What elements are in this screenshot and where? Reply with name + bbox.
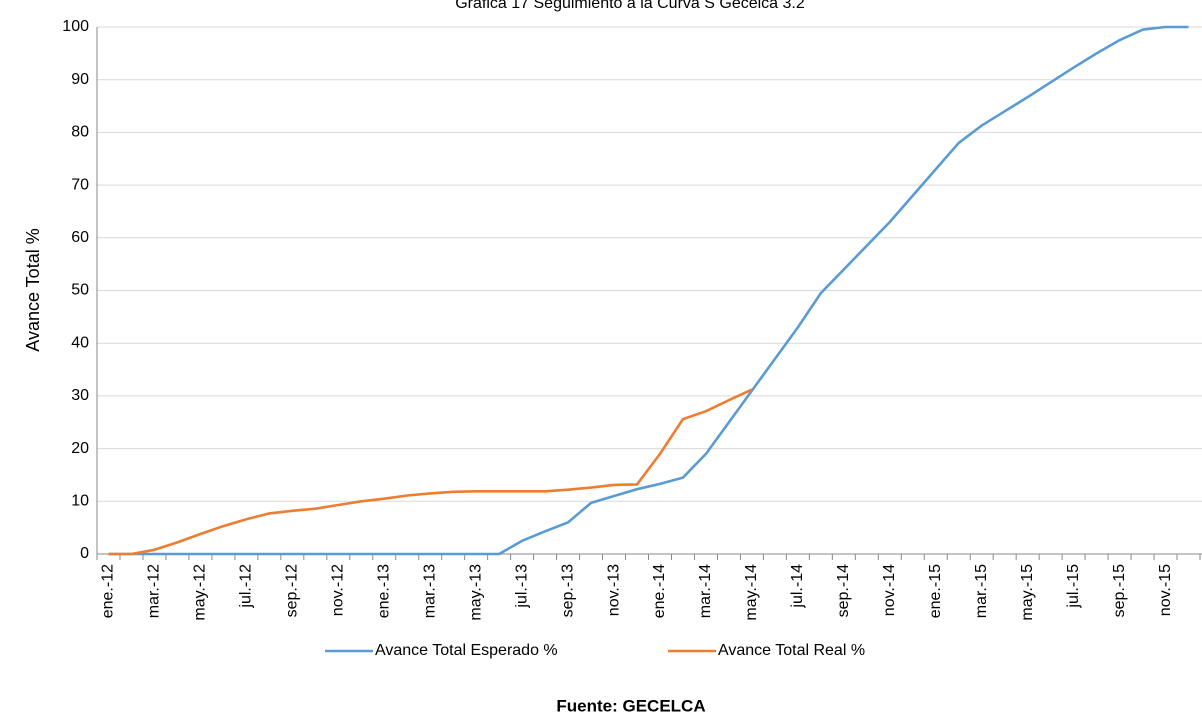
- y-tick-label: 80: [71, 124, 89, 141]
- legend-label: Avance Total Esperado %: [375, 642, 558, 659]
- x-tick-label: sep.-15: [1111, 564, 1128, 617]
- x-tick-label: sep.-12: [284, 564, 301, 617]
- x-tick-label: nov.-14: [881, 564, 898, 616]
- x-tick-label: mar.-13: [421, 564, 438, 618]
- x-tick-label: may.-15: [1019, 564, 1036, 621]
- x-tick-label: jul.-15: [1065, 564, 1082, 609]
- series-line: [108, 388, 753, 556]
- y-axis-title: Avance Total %: [23, 228, 43, 351]
- x-tick-label: may.-12: [192, 564, 209, 621]
- legend-label: Avance Total Real %: [718, 642, 865, 659]
- x-tick-label: ene.-15: [927, 564, 944, 618]
- x-tick-label: mar.-14: [697, 564, 714, 618]
- y-tick-label: 100: [62, 18, 89, 35]
- y-tick-label: 10: [71, 493, 89, 510]
- y-tick-label: 70: [71, 176, 89, 193]
- x-tick-label: may.-13: [467, 564, 484, 621]
- y-tick-label: 60: [71, 229, 89, 246]
- y-tick-label: 50: [71, 282, 89, 299]
- y-tick-label: 40: [71, 334, 89, 351]
- x-tick-label: jul.-13: [513, 564, 530, 609]
- source: Fuente: GECELCA: [556, 696, 705, 715]
- y-tick-label: 30: [71, 387, 89, 404]
- y-tick-label: 20: [71, 440, 89, 457]
- x-tick-label: ene.-12: [100, 564, 117, 618]
- x-tick-label: ene.-14: [651, 564, 668, 618]
- x-tick-label: jul.-14: [789, 564, 806, 609]
- x-tick-label: nov.-13: [605, 564, 622, 616]
- x-tick-label: mar.-15: [973, 564, 990, 618]
- x-tick-label: nov.-15: [1157, 564, 1174, 616]
- x-tick-label: ene.-13: [375, 564, 392, 618]
- series-line: [108, 25, 1189, 556]
- x-tick-label: may.-14: [743, 564, 760, 621]
- x-tick-label: jul.-12: [238, 564, 255, 609]
- y-tick-label: 0: [80, 545, 89, 562]
- y-tick-label: 90: [71, 71, 89, 88]
- x-tick-label: mar.-12: [146, 564, 163, 618]
- x-tick-label: nov.-12: [330, 564, 347, 616]
- chart-title: Grafica 17 Seguimiento a la Curva S Gece…: [455, 0, 805, 12]
- x-tick-label: sep.-14: [835, 564, 852, 617]
- x-tick-label: sep.-13: [559, 564, 576, 617]
